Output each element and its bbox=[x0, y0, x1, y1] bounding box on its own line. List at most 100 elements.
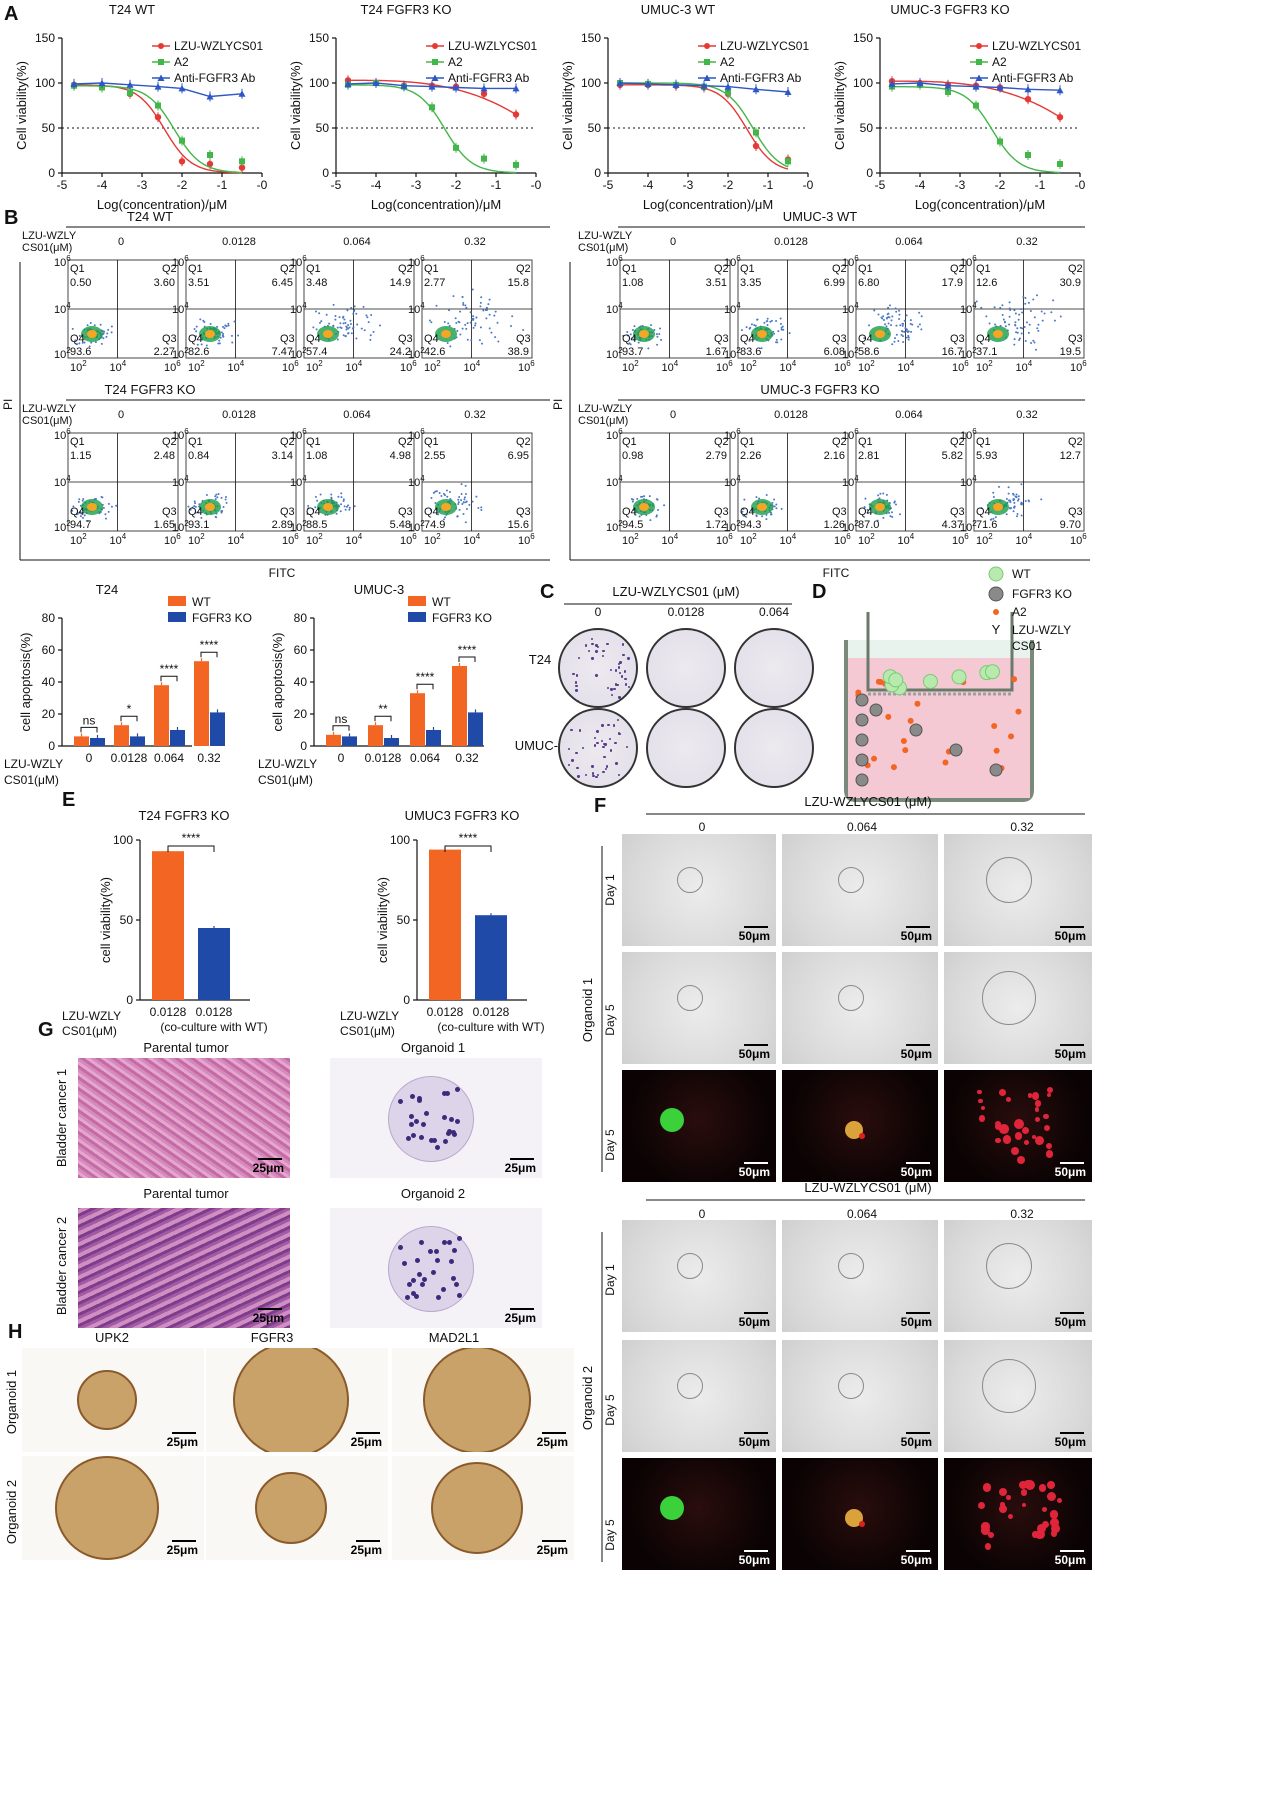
chartA-legend-label: Anti-FGFR3 Ab bbox=[992, 71, 1074, 85]
flow-q4-value: 37.1 bbox=[976, 346, 997, 358]
g-row-label: Bladder cancer 2 bbox=[54, 1217, 69, 1315]
flow-dot bbox=[80, 512, 83, 515]
flow-dot bbox=[71, 509, 74, 512]
flow-x-tick: 106 bbox=[1070, 532, 1087, 547]
bar-xlabel: CS01(μM) bbox=[4, 773, 59, 787]
flow-x-tick: 106 bbox=[952, 532, 969, 547]
flow-dot bbox=[465, 306, 468, 309]
flow-y-tick: 102 bbox=[290, 346, 307, 361]
chartA-ytick-label: 50 bbox=[860, 121, 874, 135]
organoid bbox=[567, 763, 571, 767]
bar-legend-swatch bbox=[168, 596, 186, 606]
flow-dot bbox=[1022, 296, 1025, 299]
flow-dot bbox=[1050, 311, 1053, 314]
flow-x-tick: 104 bbox=[110, 359, 127, 374]
chartA-legend-marker bbox=[703, 74, 711, 81]
bar-fgfr3ko bbox=[426, 730, 441, 746]
d-legend-wt bbox=[988, 566, 1004, 582]
flow-dot bbox=[79, 515, 82, 518]
flow-q4-value: 71.6 bbox=[976, 519, 997, 531]
ihc-image: 25μm bbox=[392, 1348, 574, 1452]
organoid bbox=[422, 1276, 428, 1282]
bar-sig-bracket bbox=[200, 651, 218, 658]
flow-dot bbox=[222, 325, 225, 328]
flow-dot bbox=[102, 506, 105, 509]
d-medium bbox=[848, 658, 1030, 798]
brightfield-image: 50μm bbox=[622, 834, 776, 946]
flow-q2-value: 30.9 bbox=[1060, 277, 1081, 289]
flow-dot bbox=[312, 326, 315, 329]
organoid bbox=[1000, 1502, 1005, 1507]
ihc-image: 25μm bbox=[22, 1456, 204, 1560]
flow-dot bbox=[107, 502, 110, 505]
organoid bbox=[575, 751, 578, 755]
organoid bbox=[981, 1526, 991, 1535]
chartA-legend-marker bbox=[431, 74, 439, 81]
organoid bbox=[616, 683, 619, 687]
flow-dot bbox=[1052, 299, 1055, 302]
flow-conc-label: 0.0128 bbox=[774, 409, 808, 421]
flow-dot bbox=[350, 306, 353, 309]
colony-dish bbox=[558, 708, 638, 788]
flow-q-name: Q1 bbox=[740, 263, 755, 275]
flow-dot bbox=[1027, 331, 1030, 334]
chartA-legend-marker bbox=[157, 74, 165, 81]
fluorescence-image: 50μm bbox=[622, 1458, 776, 1570]
flow-y-tick: 102 bbox=[408, 346, 425, 361]
flow-dot bbox=[643, 495, 646, 498]
organoid bbox=[593, 744, 597, 747]
bar-ytick-label: 0 bbox=[300, 739, 307, 753]
f-row-label: Day 1 bbox=[603, 1264, 617, 1296]
flow-q2-value: 14.9 bbox=[390, 277, 411, 289]
organoid bbox=[421, 1121, 427, 1127]
d-legend-label: LZU-WZLY bbox=[1012, 623, 1071, 637]
flow-dot bbox=[760, 347, 763, 350]
flow-dot bbox=[1033, 316, 1036, 319]
organoid bbox=[977, 1089, 982, 1095]
g-left-title: Parental tumor bbox=[143, 1040, 229, 1055]
e-ytick-label: 0 bbox=[126, 993, 133, 1007]
bar-wt bbox=[114, 725, 129, 746]
flow-dot bbox=[1009, 309, 1012, 312]
f-title: LZU-WZLYCS01 (μM) bbox=[804, 1180, 931, 1195]
g-right-title: Organoid 1 bbox=[401, 1040, 465, 1055]
flow-dot bbox=[1005, 513, 1008, 516]
chartA-title: UMUC-3 FGFR3 KO bbox=[890, 2, 1009, 17]
flow-dot bbox=[445, 489, 448, 492]
chartA-series-line bbox=[620, 84, 789, 170]
bar-sig-label: ns bbox=[83, 713, 96, 727]
chartA-xtick-label: -1 bbox=[491, 178, 502, 192]
chartA-ytick-label: 100 bbox=[853, 76, 873, 90]
chartA-ytick-label: 50 bbox=[588, 121, 602, 135]
organoid bbox=[603, 755, 606, 759]
flow-q4-value: 87.0 bbox=[858, 519, 879, 531]
flow-dot bbox=[319, 493, 322, 496]
flow-q2-value: 6.99 bbox=[824, 277, 845, 289]
organoid bbox=[660, 1496, 684, 1520]
panel-letter-F: F bbox=[594, 795, 606, 817]
flow-dot bbox=[631, 328, 634, 331]
scale-bar bbox=[542, 1432, 566, 1434]
flow-dot bbox=[898, 313, 901, 316]
flow-x-tick: 104 bbox=[464, 359, 481, 374]
organoid bbox=[255, 1472, 327, 1544]
flow-dot bbox=[465, 500, 468, 503]
flow-dot bbox=[511, 315, 514, 318]
organoid bbox=[677, 1373, 703, 1399]
scale-bar bbox=[1060, 926, 1084, 928]
flow-dot bbox=[663, 504, 666, 507]
flow-dot bbox=[448, 490, 451, 493]
flow-dot bbox=[1017, 495, 1020, 498]
scale-bar bbox=[1060, 1312, 1084, 1314]
flow-dot bbox=[202, 319, 205, 322]
flow-row-label: LZU-WZLY bbox=[578, 403, 633, 415]
flow-conc-label: 0.0128 bbox=[222, 409, 256, 421]
scale-bar-label: 50μm bbox=[900, 1553, 932, 1567]
flow-dot bbox=[348, 506, 351, 509]
organoid bbox=[388, 1076, 474, 1162]
e-bar bbox=[429, 849, 461, 1000]
flow-q2-value: 3.14 bbox=[272, 450, 293, 462]
flow-dot bbox=[222, 335, 225, 338]
organoid bbox=[419, 1281, 425, 1287]
flow-dot bbox=[463, 498, 466, 501]
